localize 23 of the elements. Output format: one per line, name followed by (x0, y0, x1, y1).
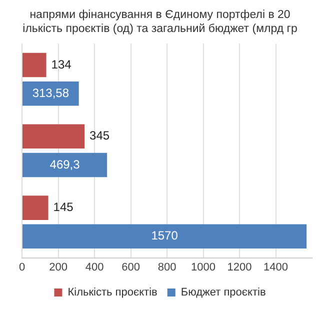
text: напрями фінансування в Єдиному портфелі в 20 (30, 9, 290, 22)
x-tick-label: 0 (18, 261, 26, 274)
x-tick-label: 1400 (264, 261, 288, 274)
data-label: 469,3 (50, 157, 80, 172)
x-tick-label: 200 (49, 261, 68, 274)
legend-label: Бюджет проєктів (180, 286, 266, 299)
legend-label: Кількість проєктів (68, 286, 158, 299)
x-tick-label: 800 (158, 261, 176, 274)
x-tick-label: 400 (85, 261, 104, 274)
bar (22, 196, 48, 220)
text: ількість проєктів (од) та загальний бюджет (млрд гр (22, 22, 298, 35)
bar (22, 52, 46, 78)
bar (22, 124, 85, 149)
x-tick-label: 1200 (227, 261, 252, 274)
bar (22, 152, 108, 178)
data-label: 313,58 (32, 86, 70, 100)
x-tick-label: 600 (122, 261, 140, 274)
data-label: 1570 (151, 228, 178, 243)
x-tick-label: 1000 (191, 261, 216, 274)
bar (22, 224, 307, 249)
data-label: 134 (51, 57, 72, 72)
data-label: 145 (53, 200, 74, 214)
data-label: 345 (90, 128, 110, 143)
